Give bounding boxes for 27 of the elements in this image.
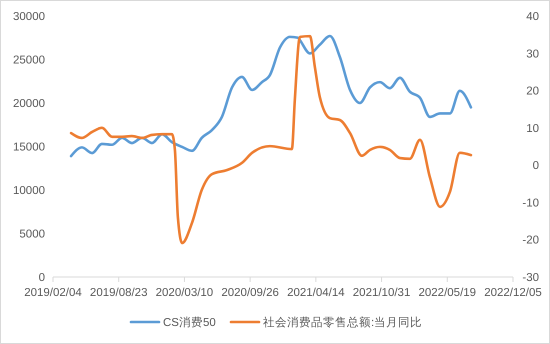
y2-tick-label: -10 xyxy=(522,197,539,210)
y-tick-label: 20000 xyxy=(13,98,45,110)
line-series xyxy=(70,34,472,158)
y-tick-label: 10000 xyxy=(13,185,45,197)
y-tick-label: 5000 xyxy=(19,228,45,240)
y-tick-label: 25000 xyxy=(13,54,45,66)
x-tick-label: 2019/08/23 xyxy=(90,287,148,299)
y2-tick-label: 40 xyxy=(526,11,539,23)
x-tick-label: 2019/02/04 xyxy=(24,287,82,299)
x-tick-label: 2021/10/31 xyxy=(352,287,410,299)
y2-tick-label: -20 xyxy=(522,234,539,247)
legend-label: CS消费50 xyxy=(163,316,216,329)
y-tick-label: 15000 xyxy=(13,142,45,154)
y2-tick-label: 0 xyxy=(532,160,539,172)
y-tick-label: 30000 xyxy=(13,11,45,23)
y2-tick-label: 30 xyxy=(526,48,539,60)
y2-tick-label: 20 xyxy=(526,86,539,98)
y2-tick-label: -30 xyxy=(522,272,539,284)
y2-tick-label: 10 xyxy=(526,122,539,135)
y-tick-label: 0 xyxy=(38,272,45,284)
x-tick-label: 2022/12/05 xyxy=(484,287,542,299)
line-series xyxy=(70,34,472,244)
x-tick-label: 2021/04/14 xyxy=(287,287,346,299)
legend-label: 社会消费品零售总额:当月同比 xyxy=(263,315,422,329)
x-tick-label: 2020/03/10 xyxy=(156,287,214,299)
x-tick-label: 2020/09/26 xyxy=(221,287,279,299)
x-tick-label: 2022/05/19 xyxy=(418,287,476,299)
